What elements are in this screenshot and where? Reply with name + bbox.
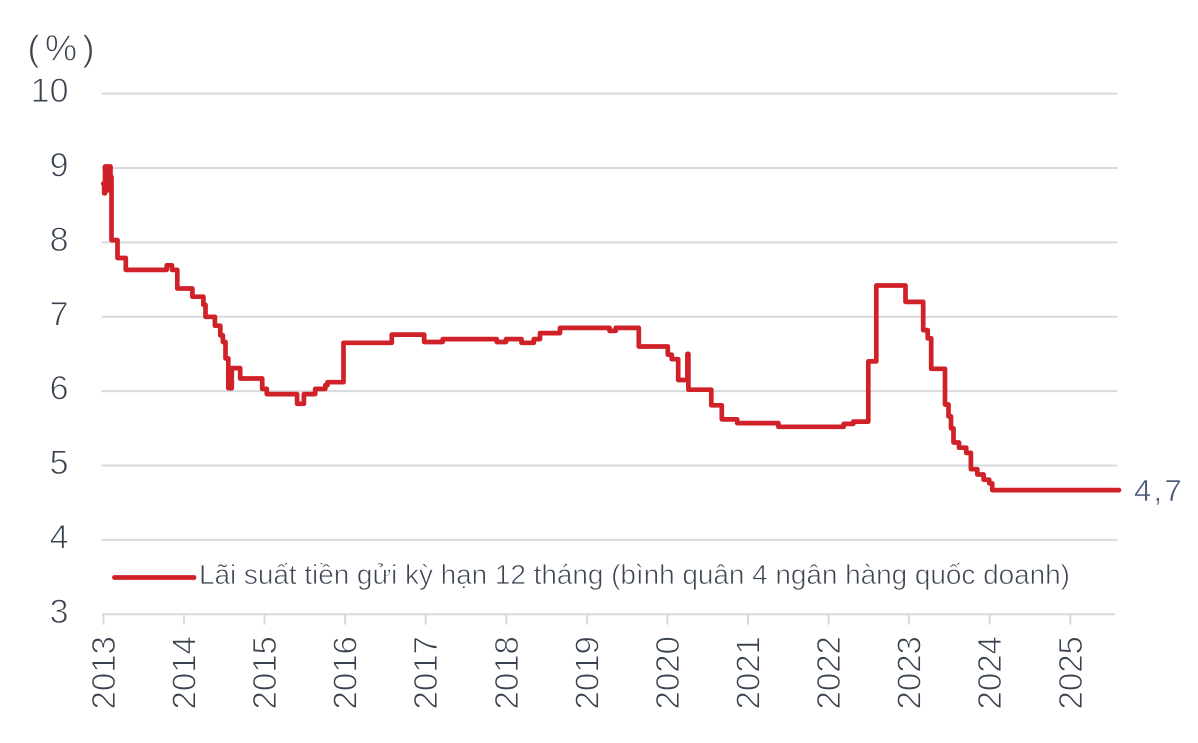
svg-text:7: 7 <box>50 295 69 333</box>
svg-text:2025: 2025 <box>1052 636 1089 709</box>
svg-text:2016: 2016 <box>327 636 364 709</box>
svg-text:8: 8 <box>50 221 69 259</box>
svg-text:2020: 2020 <box>649 636 686 709</box>
svg-text:2021: 2021 <box>730 636 767 709</box>
svg-text:3: 3 <box>50 593 69 631</box>
svg-text:10: 10 <box>31 72 69 110</box>
svg-text:5: 5 <box>50 444 69 482</box>
svg-text:4: 4 <box>50 518 69 556</box>
svg-text:6: 6 <box>50 370 69 408</box>
svg-text:2019: 2019 <box>568 636 605 709</box>
svg-text:2022: 2022 <box>810 636 847 709</box>
svg-text:2024: 2024 <box>971 636 1008 709</box>
svg-text:2018: 2018 <box>488 636 525 709</box>
svg-text:(%): (%) <box>28 28 101 69</box>
svg-text:Lãi suất tiền gửi kỳ hạn 12 th: Lãi suất tiền gửi kỳ hạn 12 tháng (bình … <box>199 559 1070 590</box>
svg-text:4,7: 4,7 <box>1134 473 1184 508</box>
svg-text:2015: 2015 <box>246 636 283 709</box>
svg-text:2014: 2014 <box>166 636 203 709</box>
svg-text:2023: 2023 <box>891 636 928 709</box>
svg-text:2013: 2013 <box>85 636 122 709</box>
svg-text:9: 9 <box>50 147 69 185</box>
svg-text:2017: 2017 <box>407 636 444 709</box>
